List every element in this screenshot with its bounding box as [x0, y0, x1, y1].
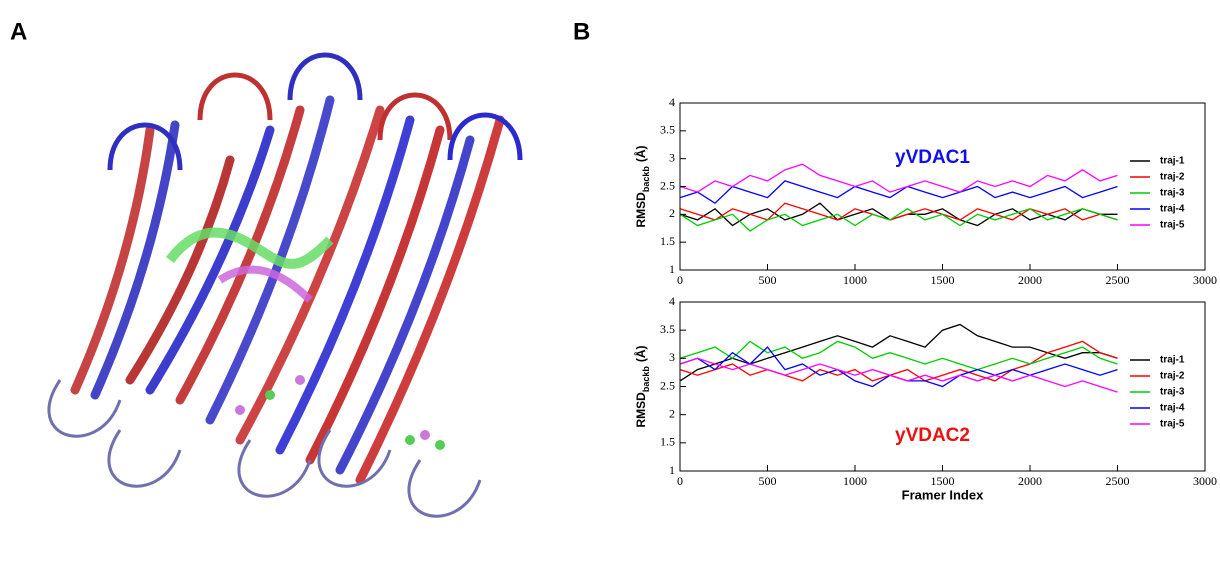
protein-structure — [47, 52, 523, 518]
x-tick-label: 1500 — [931, 474, 955, 488]
x-tick-label: 2500 — [1106, 474, 1130, 488]
legend-label: traj-5 — [1160, 419, 1185, 430]
loop — [197, 72, 273, 121]
y-axis-label: RMSDbackb (Å) — [633, 345, 651, 427]
series-line — [679, 340, 1118, 382]
ribbon — [355, 115, 505, 485]
panel-label: B — [573, 18, 590, 45]
ribbon — [275, 115, 415, 455]
ribbon — [305, 125, 445, 465]
ribbon — [125, 155, 235, 385]
y-tick-label: 2 — [669, 206, 675, 220]
loop — [407, 459, 482, 518]
x-tick-label: 3000 — [1193, 474, 1217, 488]
x-tick-label: 1000 — [843, 273, 867, 287]
loop — [107, 429, 182, 488]
x-axis-label: Framer Index — [902, 487, 984, 502]
annotation: yVDAC2 — [895, 425, 970, 446]
loop — [47, 379, 122, 438]
y-tick-label: 2.5 — [660, 178, 675, 192]
legend-label: traj-2 — [1160, 172, 1185, 183]
helix — [166, 227, 334, 269]
legend-label: traj-1 — [1160, 355, 1185, 366]
atom — [235, 405, 245, 415]
series-line — [679, 202, 1118, 221]
y-axis-label: RMSDbackb (Å) — [633, 145, 651, 227]
y-tick-label: 2.5 — [660, 378, 675, 392]
loop — [377, 92, 453, 141]
loop — [237, 439, 312, 498]
atom — [435, 440, 445, 450]
panel-label: A — [10, 18, 27, 45]
y-tick-label: 3.5 — [660, 123, 675, 137]
legend-label: traj-3 — [1160, 387, 1185, 398]
legend-label: traj-4 — [1160, 204, 1185, 215]
legend-label: traj-3 — [1160, 188, 1185, 199]
y-tick-label: 1 — [669, 262, 675, 276]
y-tick-label: 1.5 — [660, 435, 675, 449]
y-tick-label: 3.5 — [660, 322, 675, 336]
x-tick-label: 1500 — [931, 273, 955, 287]
series-line — [679, 340, 1118, 371]
x-tick-label: 2000 — [1018, 273, 1042, 287]
series-line — [679, 208, 1118, 232]
x-tick-label: 1000 — [843, 474, 867, 488]
y-label-main: RMSD — [634, 192, 648, 228]
y-tick-label: 1 — [669, 463, 675, 477]
series-line — [679, 163, 1118, 193]
ribbon — [175, 105, 305, 405]
legend-label: traj-5 — [1160, 220, 1185, 231]
x-tick-label: 3000 — [1193, 273, 1217, 287]
ribbon — [70, 125, 155, 395]
loop — [287, 52, 363, 101]
y-label-unit: (Å) — [633, 345, 648, 362]
ribbon — [235, 105, 385, 445]
loop — [447, 112, 523, 161]
y-label-main: RMSD — [634, 392, 648, 428]
x-tick-label: 2500 — [1106, 273, 1130, 287]
y-tick-label: 1.5 — [660, 234, 675, 248]
series-line — [679, 323, 1118, 382]
atom — [420, 430, 430, 440]
annotation: yVDAC1 — [895, 147, 970, 168]
y-tick-label: 4 — [669, 95, 675, 109]
y-tick-label: 4 — [669, 294, 675, 308]
series-line — [679, 180, 1118, 205]
ribbon — [90, 120, 180, 400]
x-tick-label: 0 — [677, 273, 683, 287]
atom — [405, 435, 415, 445]
atom — [265, 390, 275, 400]
helix — [217, 265, 313, 303]
x-tick-label: 500 — [759, 474, 777, 488]
x-tick-label: 2000 — [1018, 474, 1042, 488]
y-label-unit: (Å) — [633, 145, 648, 162]
y-tick-label: 3 — [669, 150, 675, 164]
series-line — [679, 357, 1118, 393]
series-line — [679, 346, 1118, 388]
x-tick-label: 500 — [759, 273, 777, 287]
legend-label: traj-4 — [1160, 403, 1185, 414]
ribbon — [335, 135, 475, 475]
loop — [107, 122, 183, 171]
y-tick-label: 2 — [669, 406, 675, 420]
ribbon — [145, 125, 275, 395]
x-tick-label: 0 — [677, 474, 683, 488]
loop — [317, 429, 392, 488]
legend-label: traj-2 — [1160, 371, 1185, 382]
atom — [295, 375, 305, 385]
y-tick-label: 3 — [669, 350, 675, 364]
legend-label: traj-1 — [1160, 156, 1185, 167]
y-label-sub: backb — [641, 366, 651, 393]
y-label-sub: backb — [641, 166, 651, 193]
